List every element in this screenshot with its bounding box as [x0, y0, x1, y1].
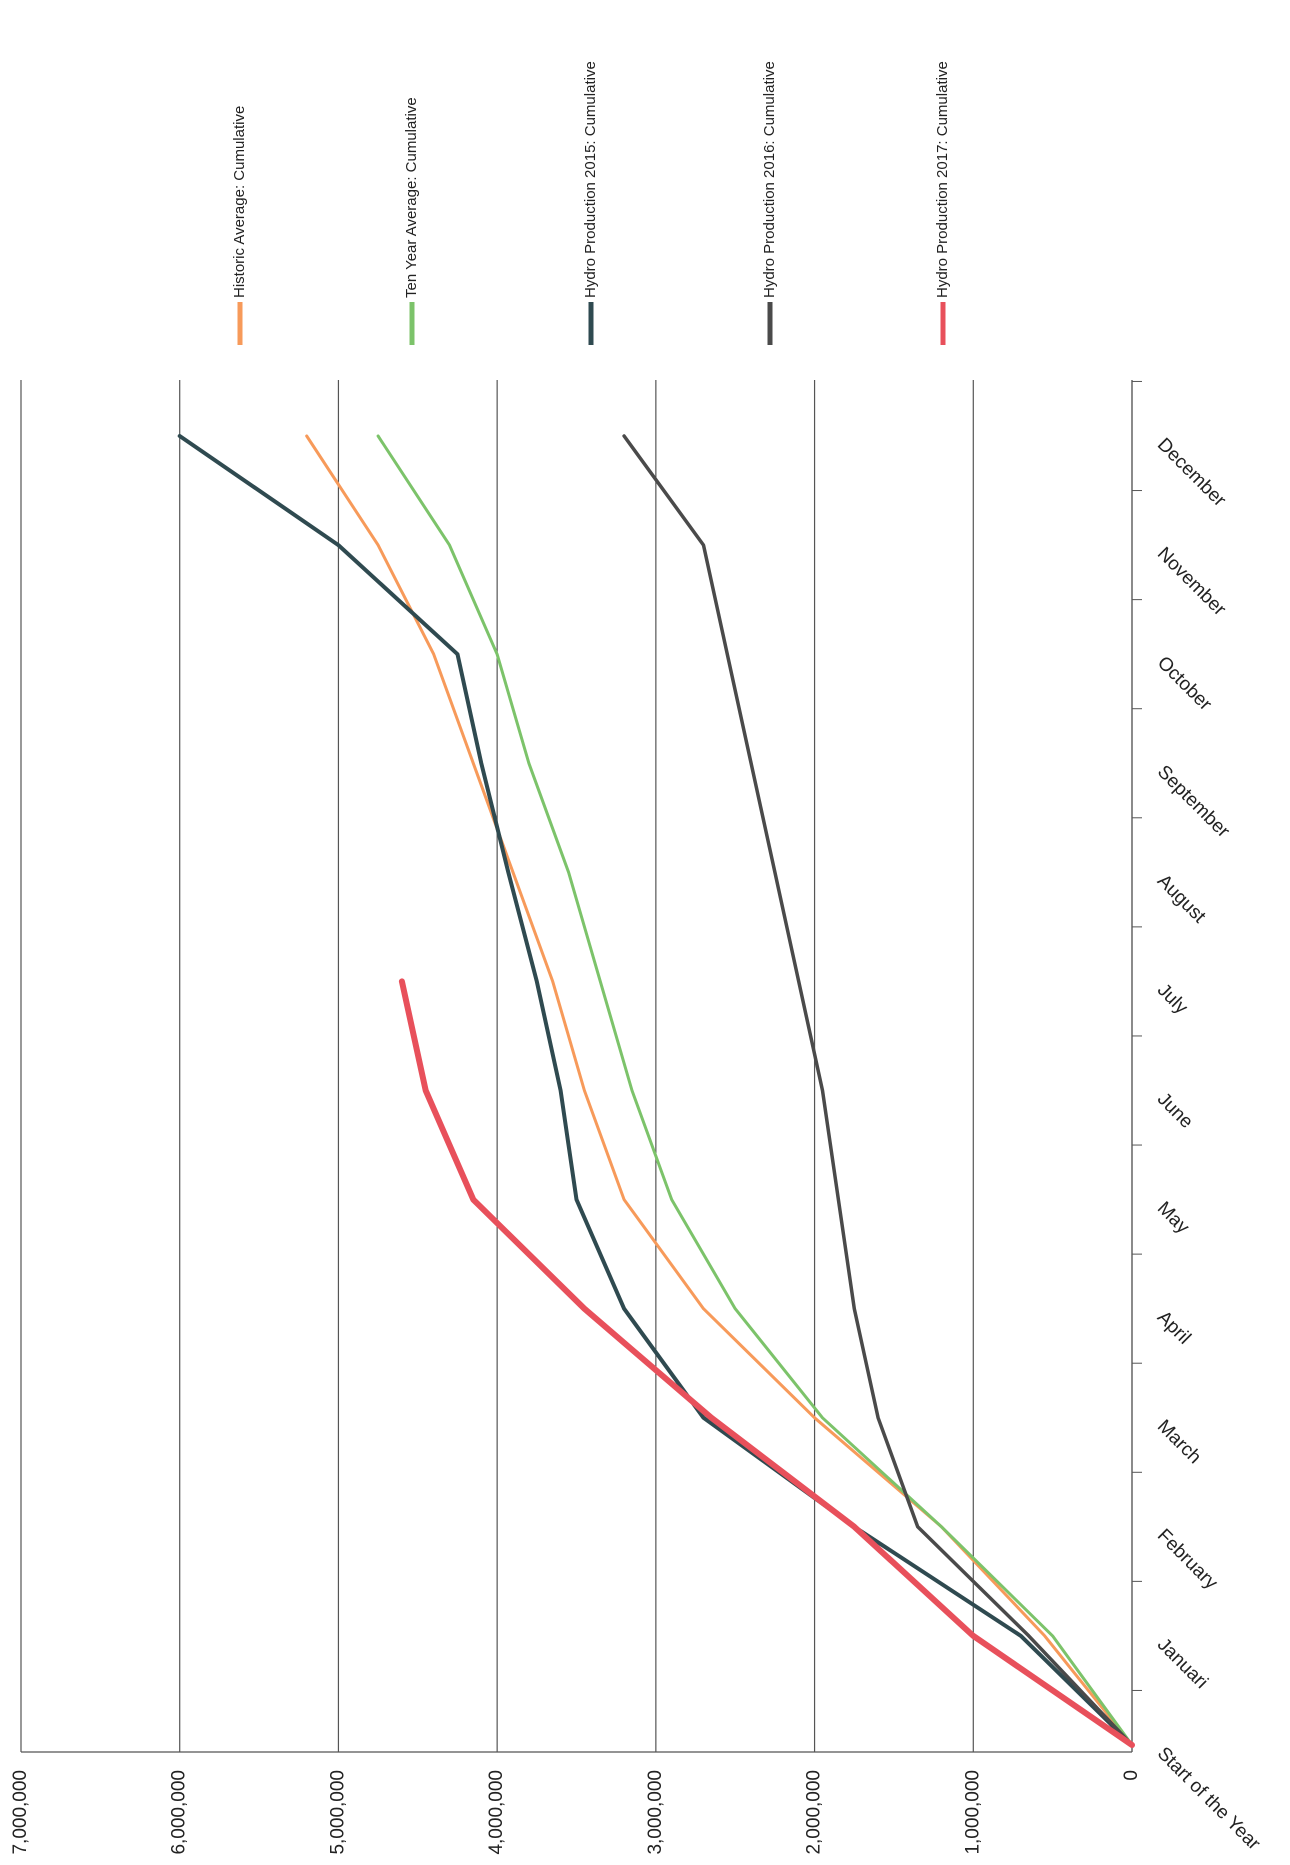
legend-label: Ten Year Average: Cumulative — [403, 97, 420, 298]
series-line — [305, 434, 1134, 1747]
y-tick-label: 0 — [1121, 1770, 1142, 1781]
y-tick-label: 1,000,000 — [962, 1770, 983, 1855]
x-tick-label: Januari — [1153, 1634, 1212, 1693]
series-line — [622, 434, 1134, 1747]
y-tick-label: 2,000,000 — [804, 1770, 825, 1855]
x-tick-label: September — [1153, 761, 1234, 842]
x-tick-label: May — [1153, 1198, 1194, 1239]
legend-label: Hydro Production 2017: Cumulative — [934, 61, 951, 298]
x-tick-label: December — [1153, 434, 1230, 511]
x-tick-label: July — [1153, 980, 1192, 1019]
x-tick-label: August — [1153, 871, 1210, 928]
series-line — [398, 978, 1135, 1748]
x-tick-label: Start of the Year — [1153, 1743, 1265, 1855]
y-tick-label: 3,000,000 — [645, 1770, 666, 1855]
legend-label: Hydro Production 2015: Cumulative — [582, 61, 599, 298]
x-tick-label: March — [1153, 1416, 1205, 1468]
x-tick-label: April — [1153, 1307, 1195, 1349]
x-tick-label: February — [1153, 1525, 1222, 1594]
y-tick-label: 4,000,000 — [486, 1770, 507, 1855]
x-tick-label: November — [1153, 543, 1230, 620]
x-tick-label: October — [1153, 652, 1216, 715]
y-tick-label: 5,000,000 — [327, 1770, 348, 1855]
y-tick-label: 7,000,000 — [10, 1770, 31, 1855]
legend-label: Historic Average: Cumulative — [231, 106, 248, 298]
y-tick-label: 6,000,000 — [169, 1770, 190, 1855]
legend-label: Hydro Production 2016: Cumulative — [761, 61, 778, 298]
series-line — [376, 434, 1134, 1747]
x-tick-label: June — [1153, 1089, 1197, 1133]
